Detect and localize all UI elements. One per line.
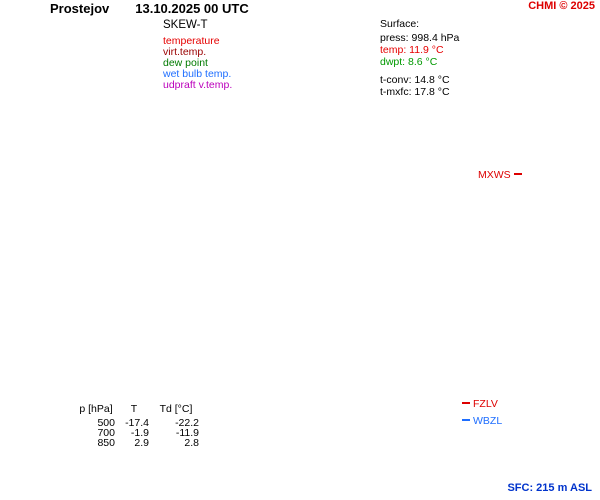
list-item-label: 850 [97, 437, 115, 449]
list-item-label: dew point [163, 57, 208, 69]
freezing-level-label: FZLV [462, 398, 498, 410]
branding-label: CHMI © 2025 [528, 0, 595, 12]
level-table: p [hPa] T Td [°C] 500 -17.4 -22.2 700 -1.9 -11.… [74, 402, 202, 450]
table-row: 500 -17.4 -22.2 [77, 417, 199, 429]
wbzl-tick-icon [462, 419, 470, 422]
surface-info-box: Surface: press: 998.4 hPa temp: 11.9 °C dw… [372, 16, 502, 100]
list-item-label: udpraft v.temp. [163, 79, 233, 91]
table-row: 850 2.9 2.8 [77, 437, 199, 449]
list-item-label: -17.4 [125, 417, 149, 429]
sounding-datetime: 13.10.2025 00 UTC [135, 1, 249, 16]
list-item-label: -1.9 [130, 427, 149, 439]
list-item-label: t-mxfc: 17.8 °C [380, 86, 450, 98]
wet-bulb-zero-label: WBZL [462, 415, 502, 427]
table-row: 700 -1.9 -11.9 [77, 427, 199, 439]
list-item-label: 2.9 [134, 437, 149, 449]
curve-legend: SKEW-T temperature virt.temp. dew point wet… [163, 19, 233, 91]
surface-heading: Surface: [380, 18, 420, 30]
list-item-label: 2.8 [184, 437, 199, 449]
legend-heading: SKEW-T [163, 19, 208, 31]
mxws-tick-icon [513, 173, 522, 176]
list-item-label: virt.temp. [163, 46, 207, 58]
list-item-label: 700 [97, 427, 115, 439]
wbzl-text: WBZL [473, 415, 503, 427]
list-item-label: wet bulb temp. [163, 68, 232, 80]
station-elevation-label: SFC: 215 m ASL [507, 482, 592, 494]
list-item-label: temp: 11.9 °C [380, 44, 444, 56]
list-item-label: temperature [163, 35, 220, 47]
max-wind-label: MXWS [478, 169, 522, 181]
list-item-label: press: 998.4 hPa [380, 32, 460, 44]
list-item-label: -11.9 [175, 427, 199, 439]
list-item-label: t-conv: 14.8 °C [380, 74, 450, 86]
list-item-label: T [130, 403, 138, 415]
mxws-text: MXWS [478, 169, 511, 181]
fzlv-text: FZLV [473, 398, 498, 410]
fzlv-tick-icon [462, 402, 470, 405]
list-item-label: p [hPa] [79, 403, 113, 415]
page-title: Prostejov 13.10.2025 00 UTC [50, 1, 249, 16]
list-item-label: Td [°C] [159, 403, 193, 415]
list-item-label: 500 [97, 417, 115, 429]
list-item-label: dwpt: 8.6 °C [380, 56, 438, 68]
station-name: Prostejov [50, 1, 110, 16]
list-item-label: -22.2 [175, 417, 199, 429]
